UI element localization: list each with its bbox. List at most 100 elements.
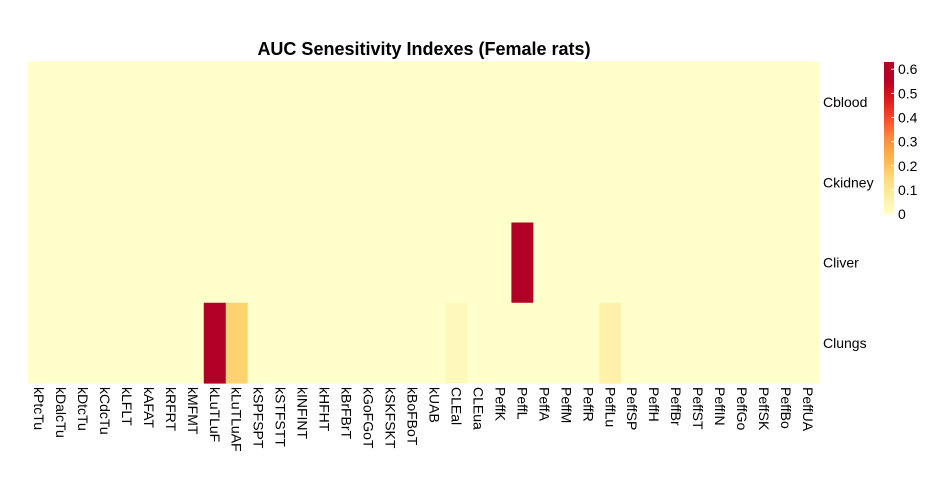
colorbar-segment (884, 135, 894, 139)
heatmap-cell (775, 222, 798, 304)
heatmap-cell (555, 142, 578, 224)
heatmap-cell (643, 222, 666, 304)
colorbar-segment (884, 117, 894, 121)
heatmap-cell (423, 62, 447, 143)
colorbar-segment (884, 77, 894, 81)
colorbar-segment (884, 165, 894, 169)
heatmap-cell (577, 222, 600, 304)
colorbar-segment (884, 178, 894, 182)
heatmap-cell (225, 222, 249, 304)
heatmap-cell (731, 302, 754, 384)
heatmap-cell (401, 302, 425, 384)
heatmap-cell (467, 142, 491, 224)
heatmap-cell (401, 62, 425, 143)
column-label: kSKFSKT (383, 387, 399, 449)
heatmap-cell (49, 62, 73, 143)
colorbar-tick-label: 0.1 (898, 182, 918, 198)
column-label: kLuTLuF (207, 387, 223, 442)
heatmap-cell (269, 142, 293, 224)
heatmap-cell (753, 222, 776, 304)
heatmap-cell (665, 302, 688, 384)
heatmap-cell (577, 302, 600, 384)
heatmap-cell (533, 222, 556, 304)
colorbar-tick-label: 0.6 (898, 61, 918, 77)
heatmap-cell (71, 62, 95, 143)
heatmap-cell (28, 222, 51, 304)
colorbar-tick-label: 0 (898, 206, 906, 222)
column-label: PeffSK (756, 387, 772, 431)
heatmap-cell (313, 302, 337, 384)
heatmap-cell (401, 142, 425, 224)
colorbar-segment (884, 97, 894, 101)
heatmap-cell (643, 142, 666, 224)
heatmap-cell (49, 142, 73, 224)
heatmap-cell (599, 62, 622, 143)
heatmap-cell (687, 62, 710, 143)
column-label: PeffIN (712, 387, 728, 426)
column-label: PeffH (646, 387, 662, 422)
heatmap-cell (247, 302, 271, 384)
column-label: PeffR (580, 387, 596, 422)
heatmap-cell (511, 302, 534, 384)
column-label: CLEua (470, 387, 486, 430)
colorbar-segment (884, 186, 894, 190)
colorbar-segment (884, 120, 894, 124)
heatmap-cell (159, 62, 183, 143)
heatmap-cell (533, 302, 556, 384)
heatmap-cell (687, 222, 710, 304)
heatmap-cell (71, 302, 95, 384)
heatmap-cell (467, 62, 491, 143)
heatmap-cell (93, 222, 117, 304)
heatmap-cell (577, 62, 600, 143)
heatmap-cell (357, 222, 381, 304)
heatmap-cell (71, 222, 95, 304)
heatmap-cell (643, 62, 666, 143)
heatmap-cell (599, 222, 622, 304)
heatmap-cell (709, 142, 732, 224)
heatmap-cell (181, 62, 205, 143)
colorbar-segment (884, 79, 894, 83)
heatmap-cell (181, 302, 205, 384)
heatmap-cell (709, 302, 732, 384)
heatmap-cell (621, 62, 644, 143)
heatmap-cell (489, 142, 512, 224)
heatmap-cell (269, 222, 293, 304)
colorbar-segment (884, 69, 894, 73)
colorbar-tick-label: 0.4 (898, 109, 918, 125)
column-label: PeffGo (734, 387, 750, 431)
heatmap-cell (423, 302, 447, 384)
colorbar-segment (884, 67, 894, 71)
column-label: kBoFBoT (405, 387, 421, 446)
heatmap-cell (687, 142, 710, 224)
heatmap-cell (379, 62, 403, 143)
column-label: kRFRT (163, 387, 179, 432)
heatmap-cell (49, 222, 73, 304)
heatmap-cell (115, 62, 139, 143)
heatmap-cell (665, 222, 688, 304)
heatmap-cell (621, 222, 644, 304)
column-label: PeffSP (624, 387, 640, 430)
column-label: PeffST (690, 387, 706, 430)
colorbar-segment (884, 130, 894, 134)
heatmap-cell (709, 222, 732, 304)
column-label: kCdcTu (97, 387, 113, 435)
heatmap-cell (137, 302, 161, 384)
column-label: kINFINT (295, 387, 311, 440)
heatmap-cell (225, 142, 249, 224)
color-legend: 0 0.1 0.2 0.3 0.4 0.5 0.6 (884, 61, 918, 222)
column-label: kSTFSTT (273, 387, 289, 447)
row-label: Cblood (823, 94, 867, 110)
heatmap-cell (159, 302, 183, 384)
heatmap-cell (665, 62, 688, 143)
heatmap-cell (555, 302, 578, 384)
heatmap-cell (731, 222, 754, 304)
colorbar-segment (884, 168, 894, 172)
heatmap-cell (181, 222, 205, 304)
heatmap-cell (797, 302, 820, 384)
column-label: kAFAT (141, 387, 157, 428)
heatmap-cell (753, 302, 776, 384)
heatmap-cell (28, 62, 51, 143)
heatmap-cell (159, 222, 183, 304)
heatmap-cell (93, 142, 117, 224)
colorbar-segment (884, 160, 894, 164)
